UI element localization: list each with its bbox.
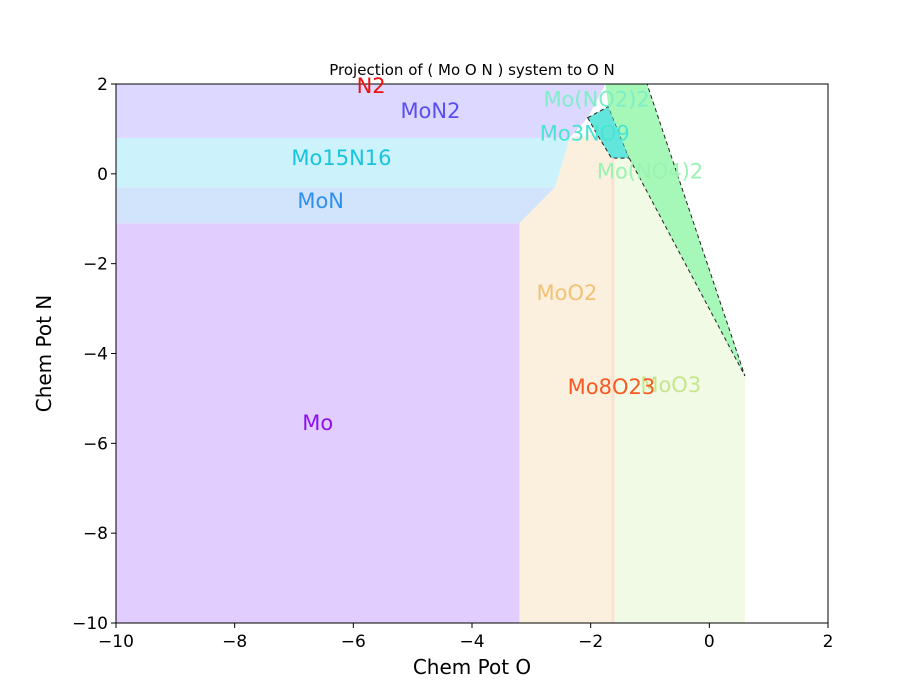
region-mo: [116, 223, 520, 623]
region-label-layer: Mo MoN Mo15N16 MoN2 MoO2 MoO3 Mo3NO9 Mo(NO4)2 Mo…: [291, 74, 703, 435]
x-tick-label: −10: [98, 632, 134, 652]
region-layer: [116, 83, 746, 624]
x-tick-label: 2: [823, 632, 834, 652]
region-label-mo: Mo: [302, 411, 333, 435]
region-moo2: [519, 133, 612, 624]
y-tick-label: 2: [97, 75, 108, 95]
x-tick-label: −6: [341, 632, 366, 652]
x-tick-label: 0: [704, 632, 715, 652]
x-tick-label: −8: [222, 632, 247, 652]
x-tick-label: −4: [459, 632, 484, 652]
y-axis: −10 −8 −6 −4 −2 0 2: [72, 75, 116, 634]
y-axis-label: Chem Pot N: [32, 295, 56, 413]
region-mo15n16: [116, 137, 570, 188]
x-axis: −10 −8 −6 −4 −2 0 2: [98, 623, 833, 652]
region-mon: [116, 187, 556, 224]
region-moo3: [614, 158, 745, 624]
x-axis-label: Chem Pot O: [413, 655, 531, 679]
y-tick-label: 0: [97, 165, 108, 185]
y-tick-label: −8: [83, 524, 108, 544]
region-label-moo2: MoO2: [537, 281, 598, 305]
region-label-mo3no9: Mo3NO9: [540, 121, 630, 145]
y-tick-label: −4: [83, 345, 108, 365]
region-label-mon2: MoN2: [400, 99, 460, 123]
region-label-mo-no4-2: Mo(NO4)2: [597, 160, 703, 184]
region-label-moo3: MoO3: [640, 373, 701, 397]
y-tick-label: −2: [83, 255, 108, 275]
region-label-mo-no2-2: Mo(NO2)2: [543, 88, 649, 112]
region-mo-no2-2: [605, 84, 648, 159]
region-mo3no9: [587, 105, 630, 159]
region-label-mon: MoN: [297, 189, 344, 213]
x-tick-label: −2: [578, 632, 603, 652]
region-label-n2: N2: [357, 74, 386, 98]
chart-title: Projection of ( Mo O N ) system to O N: [329, 61, 614, 79]
region-mo8o23: [611, 158, 615, 624]
region-label-mo8o23: Mo8O23: [568, 375, 656, 399]
region-label-mo15n16: Mo15N16: [291, 146, 391, 170]
y-tick-label: −6: [83, 434, 108, 454]
y-tick-label: −10: [72, 614, 108, 634]
region-mon2: [116, 84, 606, 138]
